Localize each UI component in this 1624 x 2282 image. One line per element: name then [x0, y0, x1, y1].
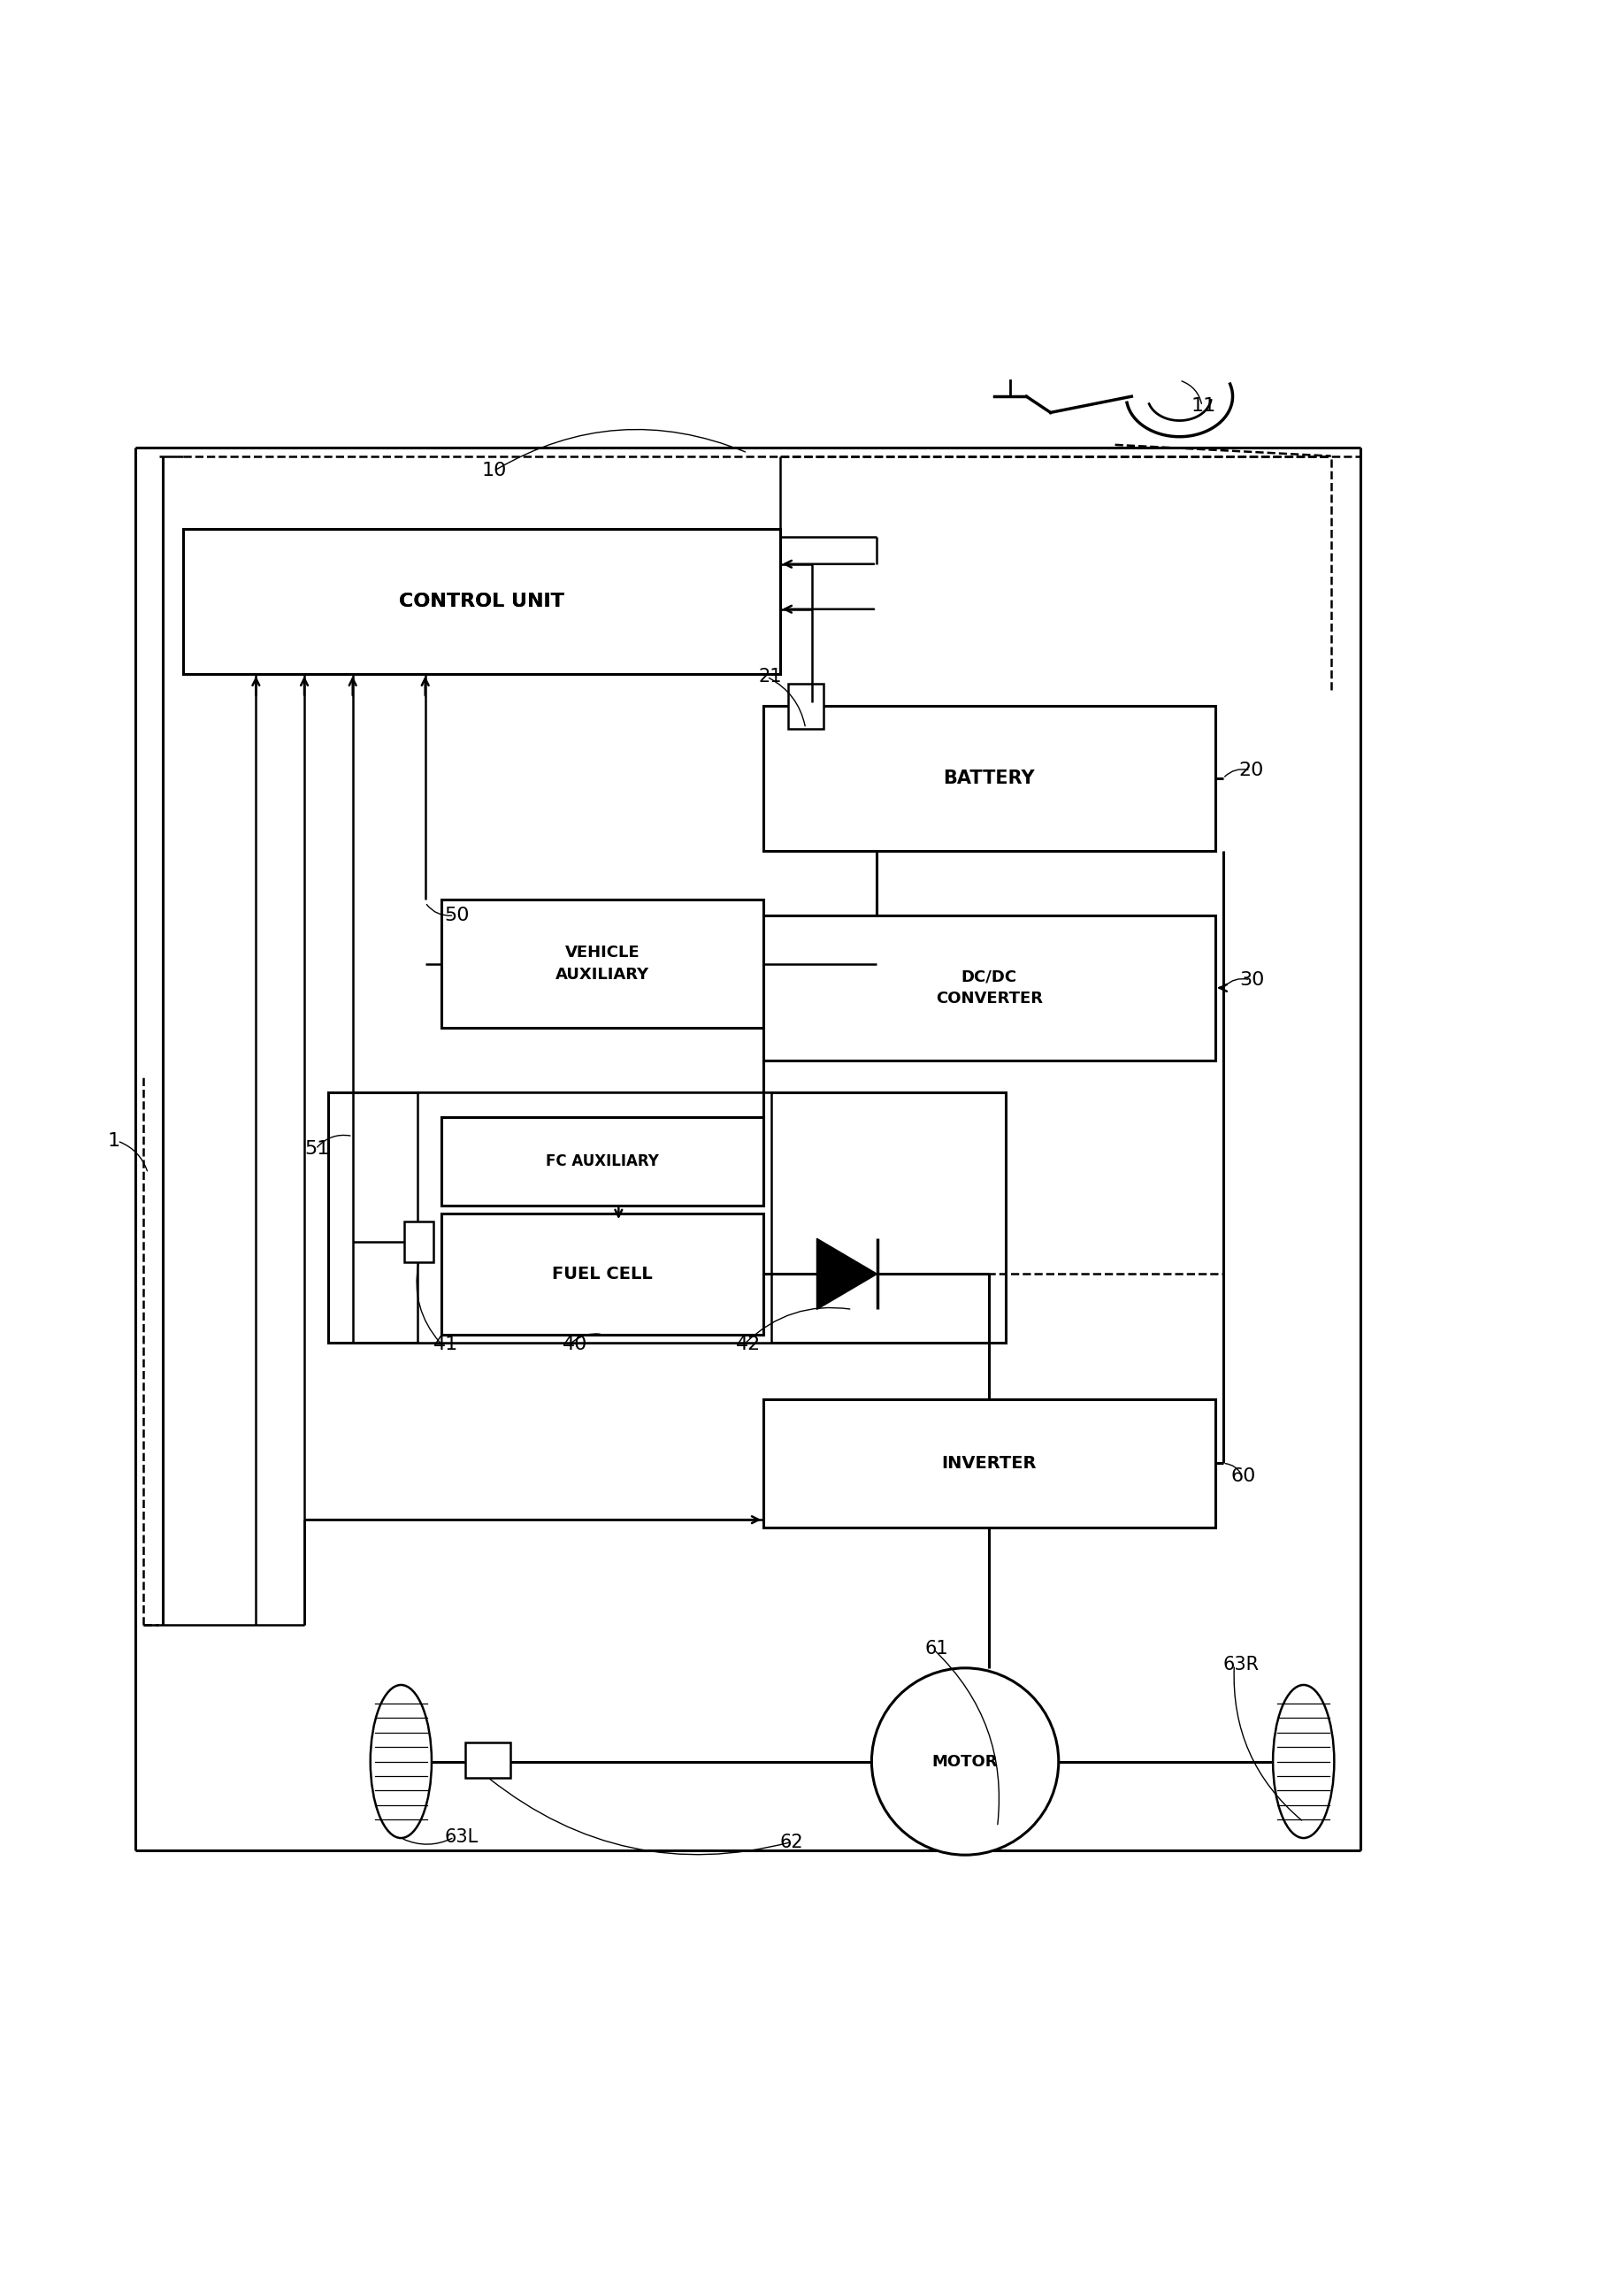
Bar	[442, 1214, 763, 1335]
Bar	[184, 529, 780, 673]
Text: 60: 60	[1231, 1467, 1255, 1486]
Text: 21: 21	[758, 669, 783, 685]
Text: 40: 40	[562, 1335, 588, 1353]
Bar	[442, 899, 763, 1029]
Text: CONTROL UNIT: CONTROL UNIT	[400, 593, 564, 609]
Text: 62: 62	[780, 1832, 804, 1851]
Bar	[184, 529, 780, 673]
Text: INVERTER: INVERTER	[942, 1456, 1036, 1472]
Bar	[466, 1741, 510, 1778]
Bar	[442, 1116, 763, 1205]
Bar	[788, 682, 823, 728]
Text: VEHICLE
AUXILIARY: VEHICLE AUXILIARY	[555, 945, 650, 984]
Text: 41: 41	[434, 1335, 458, 1353]
Text: 50: 50	[445, 906, 469, 924]
Text: 20: 20	[1239, 762, 1263, 778]
Text: FUEL CELL: FUEL CELL	[552, 1267, 653, 1282]
Circle shape	[872, 1668, 1059, 1855]
Text: 51: 51	[304, 1141, 330, 1157]
Bar	[328, 1093, 1005, 1342]
Ellipse shape	[370, 1684, 432, 1837]
Text: MOTOR: MOTOR	[932, 1753, 999, 1769]
Bar	[763, 1399, 1215, 1527]
Text: BATTERY: BATTERY	[944, 769, 1034, 787]
Text: 30: 30	[1239, 970, 1263, 988]
Text: 10: 10	[482, 461, 507, 479]
Bar	[763, 915, 1215, 1061]
Bar	[404, 1221, 434, 1262]
Text: DC/DC
CONVERTER: DC/DC CONVERTER	[935, 970, 1043, 1006]
Text: 42: 42	[736, 1335, 762, 1353]
Text: 11: 11	[1190, 397, 1216, 415]
Bar	[417, 1093, 771, 1342]
Text: 63R: 63R	[1223, 1657, 1259, 1673]
Bar	[763, 705, 1215, 851]
Ellipse shape	[1273, 1684, 1335, 1837]
Text: 63L: 63L	[445, 1828, 479, 1846]
Text: 61: 61	[924, 1641, 948, 1657]
Polygon shape	[817, 1239, 877, 1310]
Text: 1: 1	[107, 1132, 120, 1150]
Text: FC AUXILIARY: FC AUXILIARY	[546, 1152, 659, 1168]
Text: CONTROL UNIT: CONTROL UNIT	[400, 593, 564, 609]
